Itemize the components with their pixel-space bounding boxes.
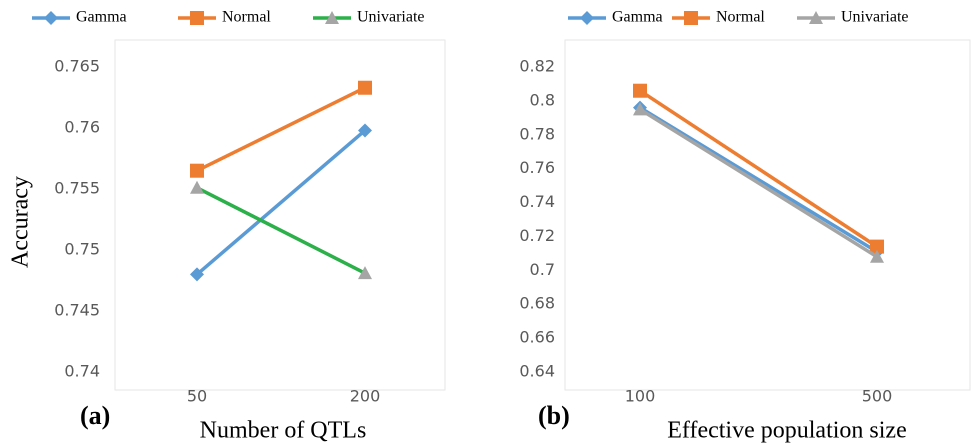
y-tick-label: 0.8 xyxy=(530,90,555,109)
panel-label: (a) xyxy=(80,401,110,430)
legend-marker xyxy=(190,11,204,25)
y-tick-label: 0.76 xyxy=(64,118,100,137)
legend-label: Gamma xyxy=(76,9,127,26)
x-axis-title: Number of QTLs xyxy=(200,418,367,444)
panel-frame xyxy=(564,39,971,391)
line xyxy=(196,86,366,173)
y-tick-label: 0.68 xyxy=(519,294,555,313)
x-tick-label: 500 xyxy=(862,387,893,406)
legend-marker xyxy=(325,11,339,24)
marker xyxy=(870,249,884,263)
marker xyxy=(190,163,204,178)
y-tick-label: 0.66 xyxy=(519,328,555,347)
y-tick-label: 0.82 xyxy=(519,57,555,76)
panel-frame xyxy=(114,39,446,391)
legend-marker xyxy=(684,11,698,25)
marker xyxy=(358,123,372,138)
legend-marker xyxy=(809,11,823,24)
line xyxy=(196,186,366,275)
marker xyxy=(870,239,884,254)
y-axis-title: Accuracy xyxy=(8,176,34,268)
legend-marker xyxy=(580,11,594,25)
marker xyxy=(633,102,647,116)
y-tick-label: 0.755 xyxy=(54,179,100,198)
y-tick-label: 0.72 xyxy=(519,226,555,245)
y-tick-label: 0.74 xyxy=(64,362,100,381)
legend-label: Univariate xyxy=(841,9,909,26)
legend-label: Normal xyxy=(222,9,271,26)
legend-label: Gamma xyxy=(612,9,663,26)
x-axis-title: Effective population size xyxy=(667,418,906,444)
panel-label: (b) xyxy=(538,401,570,430)
legend-label: Normal xyxy=(716,9,765,26)
marker xyxy=(633,83,647,98)
y-tick-label: 0.64 xyxy=(519,362,555,381)
x-tick-label: 50 xyxy=(187,387,207,406)
x-tick-label: 200 xyxy=(350,387,381,406)
x-tick-label: 100 xyxy=(625,387,656,406)
y-tick-label: 0.76 xyxy=(519,158,555,177)
line xyxy=(639,89,878,249)
y-tick-label: 0.78 xyxy=(519,124,555,143)
y-tick-label: 0.765 xyxy=(54,57,100,76)
legend-label: Univariate xyxy=(357,9,425,26)
y-tick-label: 0.7 xyxy=(530,260,555,279)
marker xyxy=(190,180,204,194)
line xyxy=(639,106,878,254)
line xyxy=(639,107,878,259)
marker xyxy=(358,80,372,95)
marker xyxy=(190,267,204,282)
y-tick-label: 0.745 xyxy=(54,301,100,320)
legend-marker xyxy=(44,11,58,25)
y-tick-label: 0.74 xyxy=(519,192,555,211)
marker xyxy=(358,266,372,280)
y-tick-label: 0.75 xyxy=(64,240,100,259)
line xyxy=(195,129,367,276)
